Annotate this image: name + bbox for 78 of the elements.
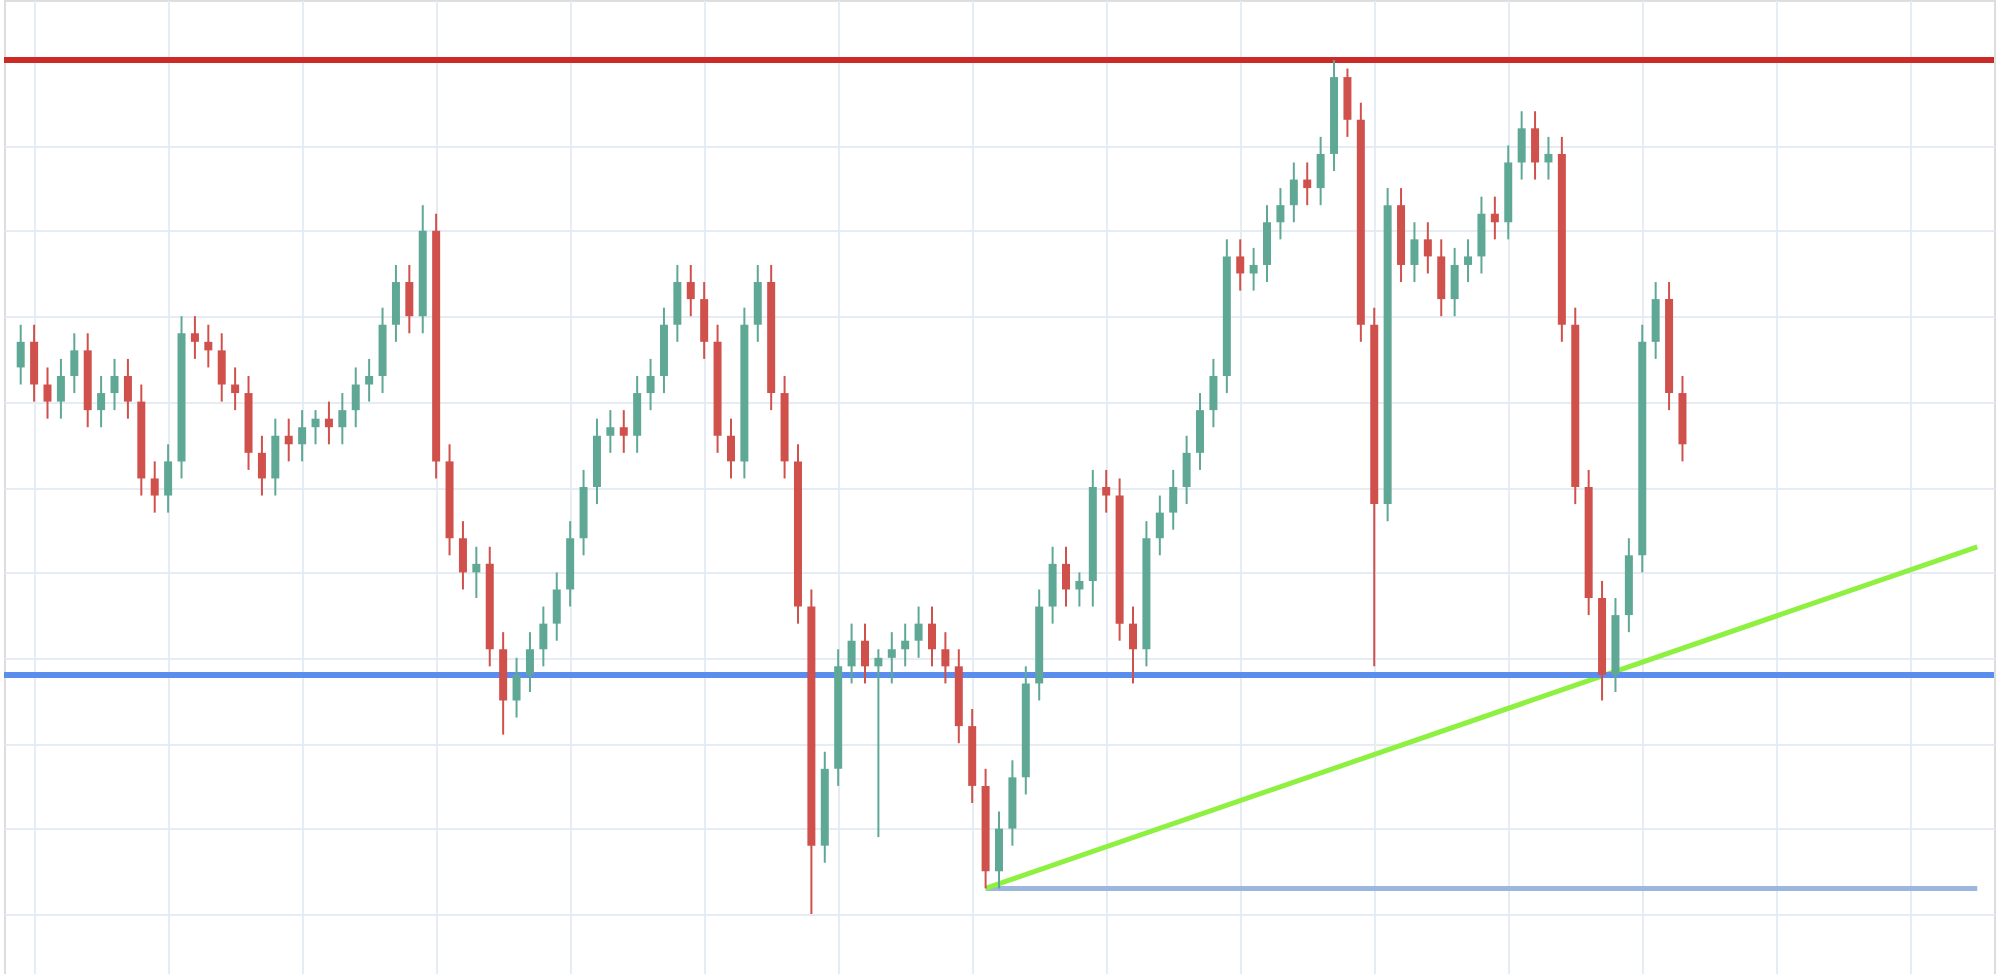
candlestick	[472, 545, 481, 600]
candlestick	[351, 366, 360, 429]
candlestick	[324, 400, 333, 446]
candlestick	[1182, 434, 1191, 506]
candlestick	[1276, 187, 1285, 241]
candlestick	[1437, 238, 1446, 318]
candlestick	[633, 374, 642, 454]
candlestick	[405, 263, 414, 335]
candlestick	[338, 392, 347, 446]
candlestick	[190, 315, 199, 360]
candlestick	[847, 622, 856, 685]
candlestick	[1129, 605, 1138, 685]
candlestick	[298, 409, 307, 463]
candlestick	[1249, 246, 1258, 292]
candlestick	[539, 605, 548, 668]
candlestick	[70, 332, 79, 395]
candlestick	[1048, 545, 1057, 625]
candlestick	[110, 357, 119, 412]
candlestick	[1450, 246, 1459, 318]
candlestick	[1209, 357, 1218, 429]
candlestick	[619, 409, 628, 454]
candlestick	[1517, 110, 1526, 181]
candlestick	[525, 631, 534, 693]
candlestick	[686, 263, 695, 318]
candlestick	[204, 323, 213, 369]
candlestick	[753, 263, 762, 343]
candlestick	[1236, 238, 1245, 292]
candlestick	[726, 417, 735, 480]
candlestick	[887, 631, 896, 685]
candlestick	[1544, 135, 1553, 181]
candlestick	[1343, 67, 1352, 138]
candlestick	[901, 622, 910, 668]
candlestick	[1155, 494, 1164, 557]
candlestick	[231, 366, 240, 412]
candlestick	[1075, 571, 1084, 608]
candlestick	[552, 571, 561, 642]
candlestick	[1410, 221, 1419, 284]
candlestick	[1102, 468, 1111, 514]
candlestick	[914, 605, 923, 659]
candlestick	[365, 357, 374, 403]
candlestick	[458, 520, 467, 591]
candlestick	[30, 323, 39, 403]
candlestick	[941, 631, 950, 685]
candlestick	[512, 656, 521, 719]
candlestick	[927, 605, 936, 668]
candlestick	[700, 281, 709, 360]
candlestick	[123, 357, 132, 420]
candlestick	[1289, 161, 1298, 224]
candlestick	[164, 443, 173, 514]
candlestick	[284, 417, 293, 463]
candlestick	[1263, 204, 1272, 284]
candlestick	[16, 323, 25, 386]
candlestick	[391, 263, 400, 343]
candlestick	[1464, 238, 1473, 284]
candlestick	[860, 622, 869, 685]
candlestick	[673, 263, 682, 343]
candlestick	[97, 374, 106, 429]
candlestick	[1316, 135, 1325, 207]
candlestick	[1303, 161, 1312, 207]
candlestick	[257, 434, 266, 497]
candlestick	[646, 357, 655, 412]
candlestick	[1477, 195, 1486, 275]
candlestick	[1531, 110, 1540, 181]
candlestick	[995, 810, 1003, 890]
candlestick	[1196, 392, 1205, 471]
candlestick	[150, 460, 159, 514]
candlestick	[1651, 281, 1660, 360]
candlestick	[1062, 545, 1071, 608]
candlestick	[1423, 221, 1432, 275]
candlestick	[874, 648, 883, 839]
candlestick	[217, 332, 226, 403]
candlestick	[1169, 468, 1178, 531]
candlestick	[56, 357, 65, 420]
candlestick	[43, 366, 52, 420]
candlestick	[311, 409, 320, 446]
candlestick	[271, 417, 280, 497]
candlestick	[606, 409, 615, 454]
candlestick	[1490, 195, 1499, 241]
